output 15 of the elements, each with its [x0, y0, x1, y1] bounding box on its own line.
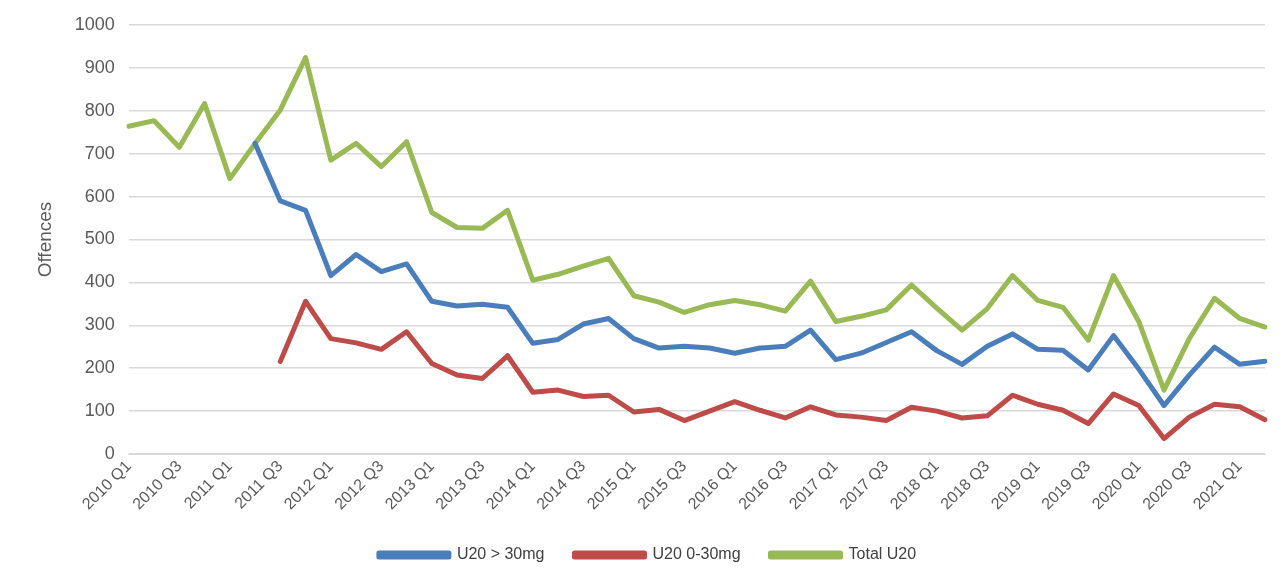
- y-tick-label: 500: [84, 228, 115, 249]
- y-axis-title: Offences: [33, 201, 55, 278]
- y-tick-label: 700: [84, 142, 115, 163]
- y-tick-label: 1000: [74, 13, 115, 34]
- y-tick-label: 0: [104, 442, 115, 463]
- legend-label: U20 0-30mg: [652, 545, 741, 563]
- legend-label: U20 > 30mg: [456, 545, 545, 563]
- y-tick-label: 900: [84, 56, 115, 77]
- y-tick-label: 600: [84, 185, 115, 206]
- y-tick-label: 300: [84, 314, 115, 335]
- legend-label: Total U20: [848, 545, 917, 563]
- y-tick-label: 800: [84, 99, 115, 120]
- y-tick-label: 400: [84, 271, 115, 292]
- y-tick-label: 100: [84, 400, 115, 421]
- y-tick-label: 200: [84, 357, 115, 378]
